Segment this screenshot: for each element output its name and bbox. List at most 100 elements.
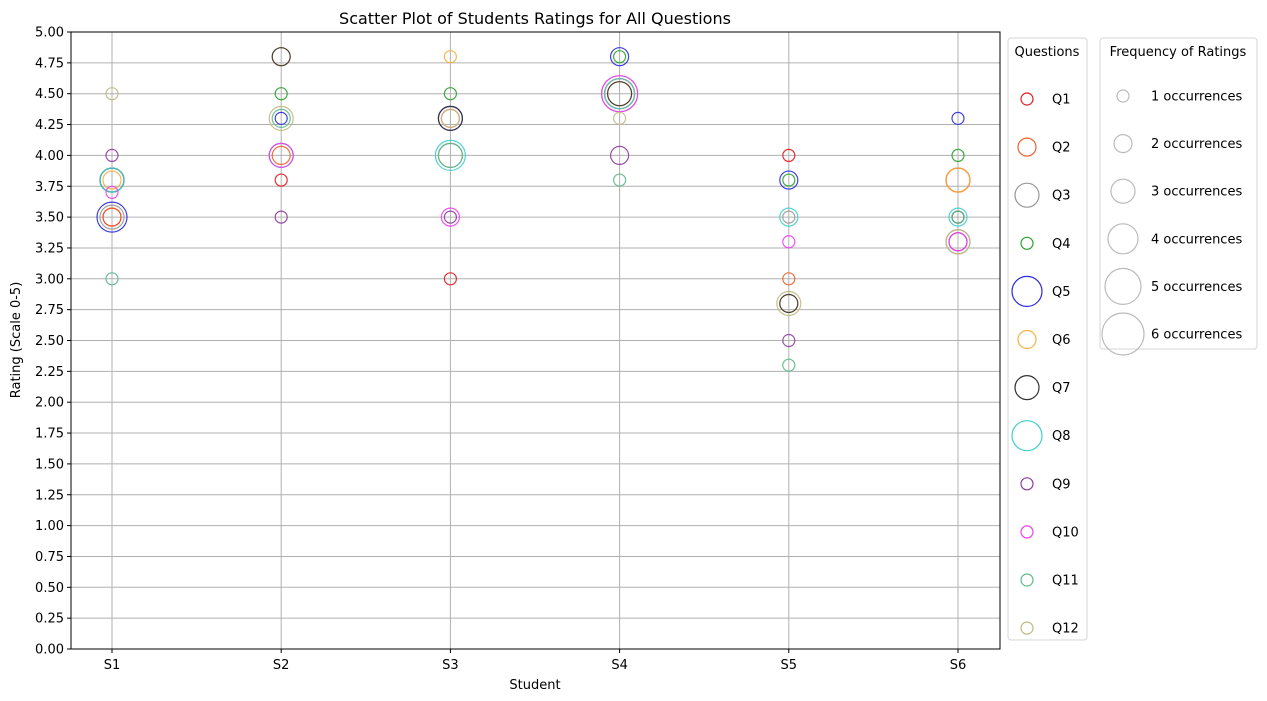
x-tick-label: S3 — [442, 658, 459, 673]
frequency-marker — [1110, 178, 1136, 204]
y-axis: 0.00 0.25 0.50 0.75 1.00 1.25 1.50 1.75 2.00 2.25… — [35, 26, 71, 658]
legend-marker-q2 — [1017, 137, 1037, 157]
point-q4 — [951, 148, 965, 162]
y-tick-label: 5.00 — [35, 26, 64, 41]
frequency-marker — [1104, 267, 1142, 305]
legend-label-q11: Q11 — [1052, 574, 1079, 589]
frequency-legend: Frequency of Ratings 1 occurrences 2 occu… — [1099, 37, 1258, 356]
y-tick-label: 4.75 — [35, 56, 64, 71]
legend-marker-q10 — [1020, 525, 1034, 539]
legend-marker-q7 — [1014, 375, 1040, 401]
legend-label-q4: Q4 — [1052, 237, 1071, 252]
point-q9 — [443, 210, 457, 224]
questions-legend-frame — [1007, 37, 1088, 641]
x-tick-label: S5 — [781, 658, 798, 673]
point-q4 — [782, 173, 796, 187]
point-q7 — [606, 81, 633, 107]
point-q11 — [105, 272, 119, 286]
y-tick-label: 0.00 — [35, 643, 64, 658]
point-q6 — [945, 167, 971, 193]
legend-marker-q3 — [1014, 182, 1040, 208]
point-q8 — [948, 207, 968, 227]
frequency-label: 5 occurrences — [1151, 280, 1242, 295]
point-q12 — [440, 108, 460, 128]
point-q7 — [779, 293, 799, 314]
point-q10 — [948, 232, 968, 252]
y-tick-label: 0.50 — [35, 581, 64, 596]
y-tick-label: 3.75 — [35, 180, 64, 195]
point-q2 — [271, 145, 291, 165]
y-axis-title: Rating (Scale 0-5) — [9, 282, 24, 399]
questions-legend: Questions Q1 Q2 Q3 Q4 Q5 Q6 Q7 Q8 Q9 Q10 Q11 Q12 — [1007, 37, 1088, 641]
frequency-marker — [1101, 312, 1145, 356]
x-axis: S1 S2 S3 S4 S5 S6 — [104, 649, 967, 673]
point-q11 — [437, 142, 463, 168]
point-q10 — [105, 185, 119, 200]
y-tick-label: 4.50 — [35, 87, 64, 102]
point-q8 — [434, 139, 466, 171]
questions-legend-title: Questions — [1015, 45, 1080, 60]
legend-marker-q1 — [1020, 92, 1034, 106]
point-q10 — [782, 235, 796, 249]
point-q5 — [96, 201, 128, 233]
frequency-label: 4 occurrences — [1151, 232, 1242, 247]
legend-marker-q5 — [1011, 275, 1043, 307]
point-q12 — [776, 290, 802, 317]
chart-title: Scatter Plot of Students Ratings for All… — [339, 9, 731, 28]
y-tick-label: 0.25 — [35, 612, 64, 627]
frequency-label: 2 occurrences — [1151, 137, 1242, 152]
point-q9 — [274, 210, 288, 224]
y-tick-label: 2.25 — [35, 365, 64, 380]
legend-label-q8: Q8 — [1052, 429, 1071, 444]
frequency-marker — [1116, 89, 1130, 103]
y-tick-label: 1.50 — [35, 457, 64, 472]
x-tick-label: S4 — [611, 658, 628, 673]
x-tick-label: S1 — [104, 658, 121, 673]
point-q8 — [99, 167, 125, 193]
frequency-label: 1 occurrences — [1151, 90, 1242, 105]
point-q9 — [609, 145, 630, 165]
legend-marker-q11 — [1020, 573, 1034, 587]
point-q7 — [437, 105, 463, 131]
point-q1 — [274, 173, 288, 187]
point-q9 — [105, 148, 119, 162]
point-q4 — [274, 87, 288, 101]
y-tick-label: 2.00 — [35, 396, 64, 411]
legend-label-q2: Q2 — [1052, 141, 1071, 156]
point-q6 — [102, 170, 122, 190]
y-tick-label: 3.50 — [35, 211, 64, 226]
point-q3 — [99, 204, 125, 230]
plot-area — [70, 31, 1001, 650]
legend-label-q6: Q6 — [1052, 333, 1071, 348]
legend-label-q1: Q1 — [1052, 93, 1071, 108]
point-q4 — [612, 50, 627, 64]
legend-marker-q9 — [1020, 477, 1034, 491]
frequency-legend-title: Frequency of Ratings — [1110, 45, 1247, 60]
frequency-label: 3 occurrences — [1151, 185, 1242, 200]
y-tick-label: 4.25 — [35, 118, 64, 133]
point-q5 — [274, 111, 288, 125]
point-q5 — [779, 170, 799, 190]
point-q8 — [779, 207, 799, 227]
legend-marker-q8 — [1011, 420, 1043, 452]
frequency-legend-frame — [1099, 37, 1258, 350]
x-tick-label: S6 — [950, 658, 967, 673]
y-tick-label: 4.00 — [35, 149, 64, 164]
grid-lines — [71, 31, 1000, 650]
y-tick-label: 1.00 — [35, 519, 64, 534]
legend-label-q12: Q12 — [1052, 622, 1079, 637]
x-axis-title: Student — [509, 678, 560, 693]
legend-label-q10: Q10 — [1052, 525, 1079, 540]
legend-label-q5: Q5 — [1052, 285, 1071, 300]
y-tick-label: 3.25 — [35, 241, 64, 256]
point-q4 — [443, 87, 457, 101]
point-q10 — [268, 142, 294, 168]
point-q12 — [612, 111, 627, 125]
x-tick-label: S2 — [273, 658, 290, 673]
legend-label-q3: Q3 — [1052, 189, 1071, 204]
legend-label-q9: Q9 — [1052, 477, 1071, 492]
point-q12 — [945, 229, 971, 255]
point-q10 — [600, 75, 639, 113]
y-tick-label: 2.75 — [35, 303, 64, 318]
point-q12 — [268, 105, 294, 131]
